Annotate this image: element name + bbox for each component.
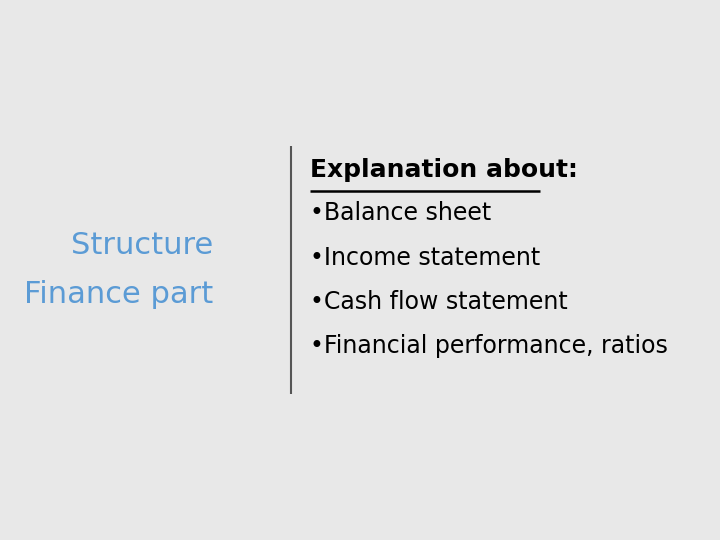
Text: •Balance sheet: •Balance sheet bbox=[310, 201, 491, 225]
Text: Explanation about:: Explanation about: bbox=[310, 158, 578, 182]
Text: •Financial performance, ratios: •Financial performance, ratios bbox=[310, 334, 668, 358]
Text: Structure: Structure bbox=[71, 231, 213, 260]
Text: Finance part: Finance part bbox=[24, 280, 213, 309]
Text: •Cash flow statement: •Cash flow statement bbox=[310, 290, 567, 314]
Text: •Income statement: •Income statement bbox=[310, 246, 540, 269]
